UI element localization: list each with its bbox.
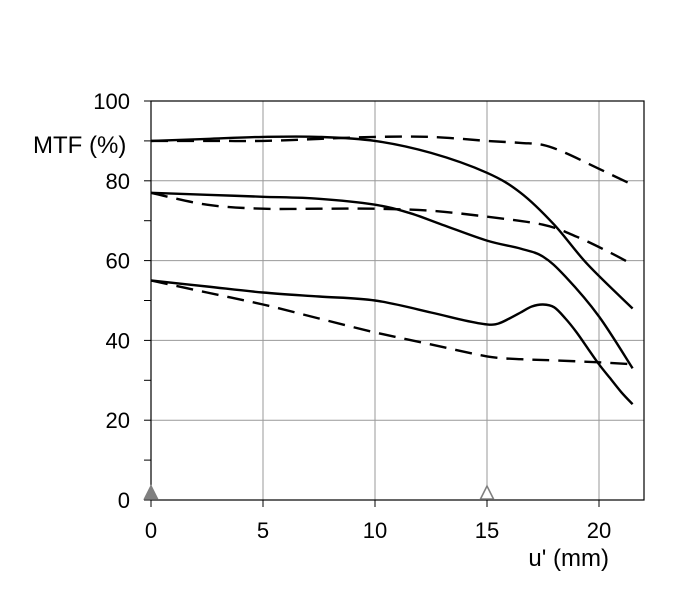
series-line-1-solid [150, 135, 634, 310]
x-tick-label: 20 [587, 518, 611, 543]
series-layer [150, 135, 634, 406]
ticks: 0 20 40 60 80 100 0 5 10 15 20 [93, 89, 611, 543]
x-tick-label: 0 [145, 518, 157, 543]
series-line-2-dashed [151, 135, 634, 186]
y-tick-label: 80 [106, 169, 130, 194]
series-line-4-dashed [150, 191, 634, 266]
y-tick-label: 20 [106, 408, 130, 433]
series-line-3-solid [150, 191, 634, 369]
y-tick-label: 60 [106, 249, 130, 274]
x-axis-title: u' (mm) [528, 545, 609, 572]
x-tick-label: 5 [257, 518, 269, 543]
x-tick-label: 10 [363, 518, 387, 543]
markers [143, 484, 495, 500]
series-line-6-dashed [150, 279, 633, 366]
triangle-marker-hollow [479, 484, 495, 500]
y-tick-label: 100 [93, 89, 130, 114]
y-tick-label: 40 [106, 328, 130, 353]
y-axis-title: MTF (%) [33, 132, 126, 159]
x-tick-label: 15 [475, 518, 499, 543]
plot-frame [150, 100, 645, 501]
grid [150, 100, 644, 501]
triangle-marker-filled [143, 484, 159, 500]
y-tick-label: 0 [118, 488, 130, 513]
series-line-5-solid [150, 279, 634, 406]
